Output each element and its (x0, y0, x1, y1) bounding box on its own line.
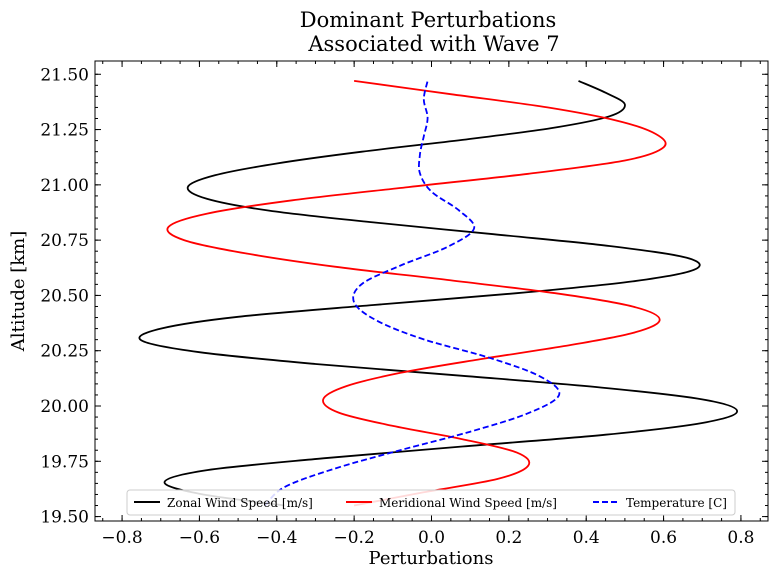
series-line-1 (166, 80, 667, 507)
x-axis-label: Perturbations (369, 548, 494, 569)
x-tick-label: 0.2 (495, 528, 522, 548)
legend-label-1: Meridional Wind Speed [m/s] (379, 496, 557, 510)
chart-title-line2: Associated with Wave 7 (307, 32, 559, 56)
x-tick-label: −0.4 (256, 528, 297, 548)
chart-title-line1: Dominant Perturbations (300, 8, 557, 32)
x-tick-label: 0.6 (650, 528, 677, 548)
y-axis-label: Altitude [km] (8, 231, 29, 353)
x-tick-label: −0.6 (179, 528, 220, 548)
plot-area (138, 80, 739, 507)
y-tick-label: 21.25 (40, 121, 89, 141)
y-tick-label: 20.50 (40, 286, 89, 306)
legend: Zonal Wind Speed [m/s] Meridional Wind Sp… (126, 489, 736, 516)
y-tick-label: 21.50 (40, 65, 89, 85)
series-group (138, 80, 739, 507)
y-tick-label: 21.00 (40, 176, 89, 196)
x-tick-label: 0.4 (573, 528, 600, 548)
legend-label-2: Temperature [C] (626, 496, 727, 510)
series-line-0 (138, 80, 739, 507)
y-tick-label: 19.50 (40, 508, 89, 528)
y-tick-label: 19.75 (40, 452, 89, 472)
legend-label-0: Zonal Wind Speed [m/s] (167, 496, 313, 510)
plot-frame (94, 60, 769, 522)
legend-box (126, 489, 736, 516)
y-axis: 19.50 19.75 20.00 20.25 20.50 20.75 21.00 21.25… (40, 65, 768, 528)
x-tick-label: 0.8 (727, 528, 754, 548)
x-tick-label: −0.2 (334, 528, 375, 548)
x-tick-label: 0.0 (418, 528, 445, 548)
y-tick-label: 20.75 (40, 231, 89, 251)
x-tick-label: −0.8 (101, 528, 142, 548)
y-tick-label: 20.25 (40, 342, 89, 362)
series-line-2 (264, 80, 561, 507)
y-tick-label: 20.00 (40, 397, 89, 417)
x-axis: −0.8 −0.6 −0.4 −0.2 0.0 0.2 0.4 0.6 0.8 (101, 61, 761, 548)
